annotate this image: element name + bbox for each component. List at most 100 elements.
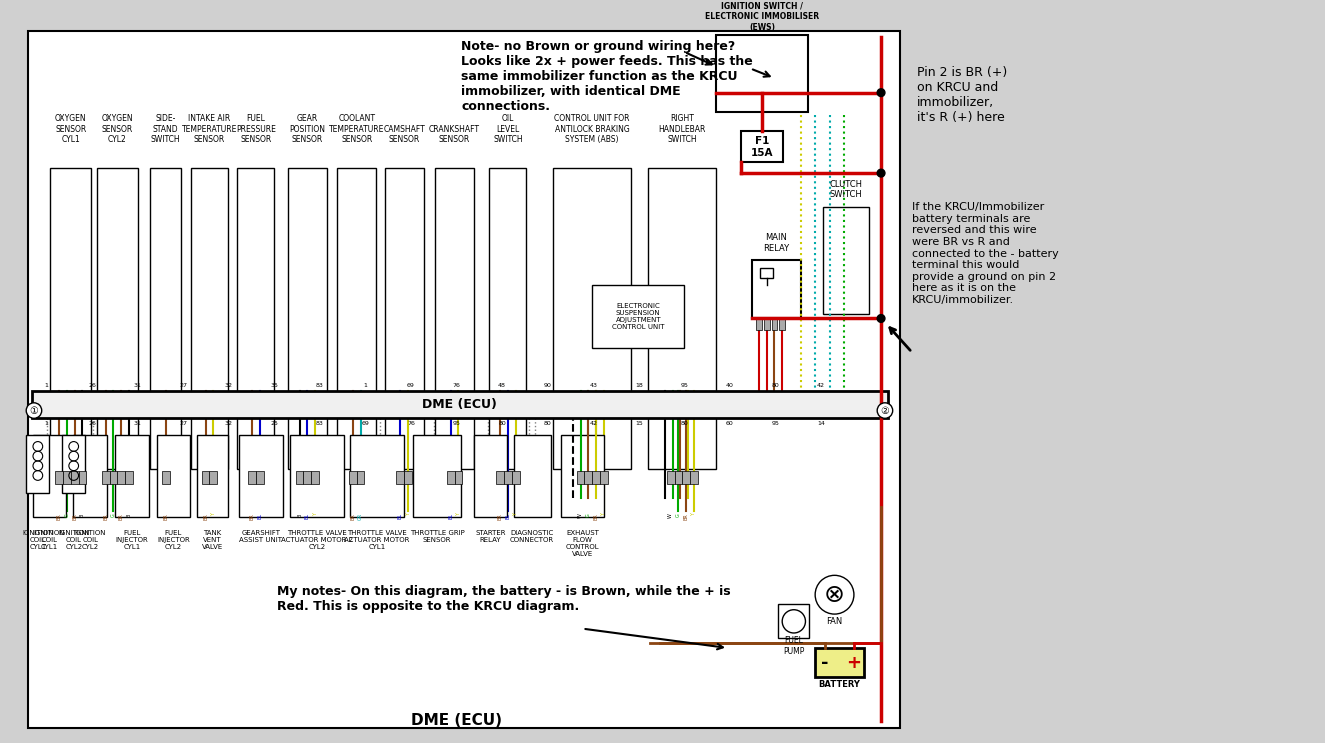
Text: FUEL
PUMP: FUEL PUMP (783, 636, 804, 656)
Text: Y: Y (405, 513, 411, 516)
Text: W: W (668, 513, 673, 518)
Bar (237, 168, 274, 469)
Bar (576, 470, 584, 484)
Text: Note- no Brown or ground wiring here?
Looks like 2x + power feeds. This has the
: Note- no Brown or ground wiring here? Lo… (461, 40, 753, 114)
Text: BR: BR (684, 513, 689, 520)
Text: DIAGNOSTIC
CONNECTOR: DIAGNOSTIC CONNECTOR (510, 530, 554, 543)
Bar (28, 30, 901, 728)
Text: BATTERY: BATTERY (819, 681, 860, 690)
Bar (592, 470, 600, 484)
Bar (303, 470, 311, 484)
Text: G: G (111, 513, 115, 517)
Bar (717, 34, 808, 112)
Text: -: - (822, 654, 828, 672)
Text: RIGHT
HANDLEBAR
SWITCH: RIGHT HANDLEBAR SWITCH (659, 114, 706, 144)
Bar (648, 168, 717, 469)
Text: BR: BR (594, 513, 599, 520)
Text: SIDE-
STAND
SWITCH: SIDE- STAND SWITCH (151, 114, 180, 144)
Bar (32, 391, 888, 418)
Text: 27: 27 (179, 421, 187, 426)
Bar (473, 435, 507, 517)
Text: BL: BL (398, 513, 403, 519)
Text: BR: BR (163, 513, 168, 520)
Text: EXHAUST
FLOW
CONTROL
VALVE: EXHAUST FLOW CONTROL VALVE (566, 530, 599, 557)
Text: FUEL
PRESSURE
SENSOR: FUEL PRESSURE SENSOR (236, 114, 276, 144)
Text: My notes- On this diagram, the battery - is Brown, while the + is
Red. This is o: My notes- On this diagram, the battery -… (277, 585, 731, 613)
Text: STARTER
RELAY: STARTER RELAY (476, 530, 506, 543)
Bar (356, 470, 364, 484)
Bar (125, 470, 132, 484)
Bar (238, 435, 282, 517)
Bar (350, 435, 404, 517)
Circle shape (877, 314, 885, 322)
Text: IGNITION
COIL
CYL1: IGNITION COIL CYL1 (33, 530, 65, 550)
Bar (413, 435, 461, 517)
Text: 31: 31 (134, 421, 142, 426)
Bar (690, 470, 698, 484)
Bar (666, 470, 674, 484)
Text: 95: 95 (680, 383, 688, 389)
Bar (779, 319, 786, 330)
Text: THROTTLE GRIP
SENSOR: THROTTLE GRIP SENSOR (409, 530, 465, 543)
Text: TANK
VENT
VALVE: TANK VENT VALVE (201, 530, 223, 550)
Bar (115, 435, 148, 517)
Text: DME (ECU): DME (ECU) (411, 713, 502, 728)
Text: G: G (65, 513, 69, 517)
Text: W: W (578, 513, 583, 518)
Bar (118, 470, 125, 484)
Text: If the KRCU/Immobilizer
battery terminals are
reversed and this wire
were BR vs : If the KRCU/Immobilizer battery terminal… (912, 202, 1059, 305)
Bar (384, 168, 424, 469)
Bar (823, 207, 869, 314)
Bar (404, 470, 412, 484)
Text: 69: 69 (362, 421, 370, 426)
Text: BR: BR (103, 513, 109, 520)
Text: 1: 1 (363, 383, 367, 389)
Bar (110, 470, 118, 484)
Text: ①: ① (29, 406, 38, 415)
Bar (771, 319, 778, 330)
Text: Y: Y (211, 513, 216, 516)
Bar (201, 470, 209, 484)
Text: 95: 95 (453, 421, 461, 426)
Bar (78, 470, 86, 484)
Text: 40: 40 (726, 383, 734, 389)
Text: 32: 32 (225, 421, 233, 426)
Text: 80: 80 (681, 421, 688, 426)
Text: 80: 80 (543, 421, 551, 426)
Text: 83: 83 (315, 421, 323, 426)
Circle shape (782, 610, 806, 633)
Text: IGNITION SWITCH /
ELECTRONIC IMMOBILISER
(EWS): IGNITION SWITCH / ELECTRONIC IMMOBILISER… (705, 1, 819, 32)
Text: CONTROL UNIT FOR
ANTILOCK BRAKING
SYSTEM (ABS): CONTROL UNIT FOR ANTILOCK BRAKING SYSTEM… (554, 114, 629, 144)
Bar (209, 470, 217, 484)
Bar (815, 648, 864, 677)
Bar (26, 435, 49, 493)
Text: THROTTLE VALVE
ACTUATOR MOTOR 2
CYL2: THROTTLE VALVE ACTUATOR MOTOR 2 CYL2 (281, 530, 352, 550)
Bar (156, 435, 191, 517)
Text: THROTTLE VALVE
ACTUATOR MOTOR
CYL1: THROTTLE VALVE ACTUATOR MOTOR CYL1 (344, 530, 409, 550)
Text: FUEL
INJECTOR
CYL2: FUEL INJECTOR CYL2 (158, 530, 189, 550)
Text: 76: 76 (407, 421, 415, 426)
Text: CRANKSHAFT
SENSOR: CRANKSHAFT SENSOR (429, 125, 480, 144)
Bar (504, 470, 511, 484)
Bar (396, 470, 404, 484)
Bar (592, 285, 684, 348)
Bar (191, 168, 228, 469)
Bar (763, 319, 770, 330)
Text: BR: BR (498, 513, 502, 520)
Bar (753, 260, 800, 319)
Text: BR: BR (119, 513, 123, 520)
Text: 69: 69 (407, 383, 415, 389)
Circle shape (26, 403, 41, 418)
Text: Y: Y (602, 513, 607, 516)
Bar (288, 168, 327, 469)
Text: 31: 31 (134, 383, 142, 389)
Text: IGNITION
COIL
CYL2: IGNITION COIL CYL2 (74, 530, 106, 550)
Bar (600, 470, 608, 484)
Text: +: + (847, 654, 861, 672)
Circle shape (877, 88, 885, 97)
Text: 90: 90 (543, 383, 551, 389)
Text: GEAR
POSITION
SENSOR: GEAR POSITION SENSOR (289, 114, 325, 144)
Text: 83: 83 (315, 383, 323, 389)
Bar (435, 168, 474, 469)
Bar (102, 470, 110, 484)
